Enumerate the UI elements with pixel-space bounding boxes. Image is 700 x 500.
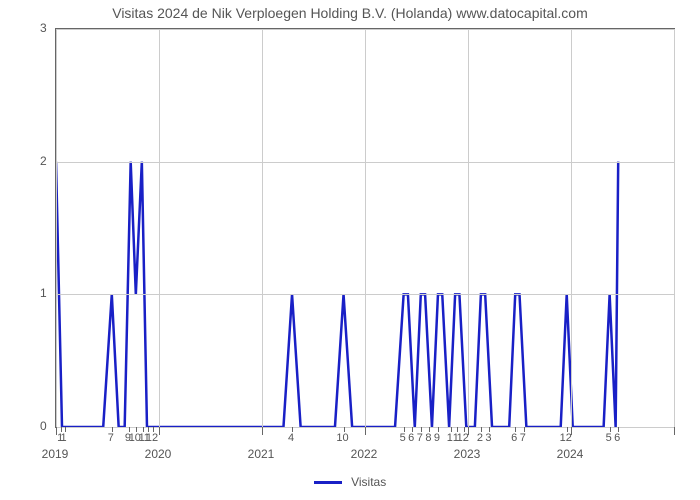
x-month-label: 6 xyxy=(511,432,517,444)
y-tick-label: 0 xyxy=(40,419,47,433)
legend-label: Visitas xyxy=(351,475,386,489)
y-tick-label: 2 xyxy=(40,154,47,168)
tick-major xyxy=(159,427,160,435)
tick-major xyxy=(674,427,675,435)
x-month-label: 1 xyxy=(61,432,67,444)
legend: Visitas xyxy=(0,475,700,489)
x-month-label: 7 xyxy=(108,432,114,444)
gridline-v xyxy=(468,29,469,427)
x-month-label: 12 xyxy=(146,432,158,444)
gridline-v xyxy=(56,29,57,427)
gridline-v xyxy=(571,29,572,427)
x-month-label: 9 xyxy=(434,432,440,444)
x-month-label: 7 xyxy=(520,432,526,444)
gridline-v xyxy=(262,29,263,427)
x-month-label: 8 xyxy=(425,432,431,444)
plot-area xyxy=(55,28,675,428)
x-year-label: 2024 xyxy=(557,447,584,461)
legend-swatch xyxy=(314,481,342,484)
tick-major xyxy=(262,427,263,435)
x-month-label: 3 xyxy=(485,432,491,444)
x-month-label: 6 xyxy=(614,432,620,444)
x-month-label: 5 xyxy=(606,432,612,444)
x-month-label: 2 xyxy=(477,432,483,444)
y-tick-label: 1 xyxy=(40,286,47,300)
chart-container: Visitas 2024 de Nik Verploegen Holding B… xyxy=(0,0,700,500)
y-tick-label: 3 xyxy=(40,21,47,35)
x-month-label: 6 xyxy=(408,432,414,444)
x-year-label: 2023 xyxy=(454,447,481,461)
x-year-label: 2019 xyxy=(42,447,69,461)
x-year-label: 2020 xyxy=(145,447,172,461)
x-month-label: 7 xyxy=(417,432,423,444)
x-year-label: 2022 xyxy=(351,447,378,461)
chart-title: Visitas 2024 de Nik Verploegen Holding B… xyxy=(0,5,700,21)
gridline-v xyxy=(365,29,366,427)
gridline-v xyxy=(674,29,675,427)
x-month-label: 10 xyxy=(336,432,348,444)
x-month-label: 5 xyxy=(400,432,406,444)
tick-major xyxy=(365,427,366,435)
x-month-label: 12 xyxy=(457,432,469,444)
x-year-label: 2021 xyxy=(248,447,275,461)
x-month-label: 12 xyxy=(560,432,572,444)
gridline-v xyxy=(159,29,160,427)
x-month-label: 4 xyxy=(288,432,294,444)
